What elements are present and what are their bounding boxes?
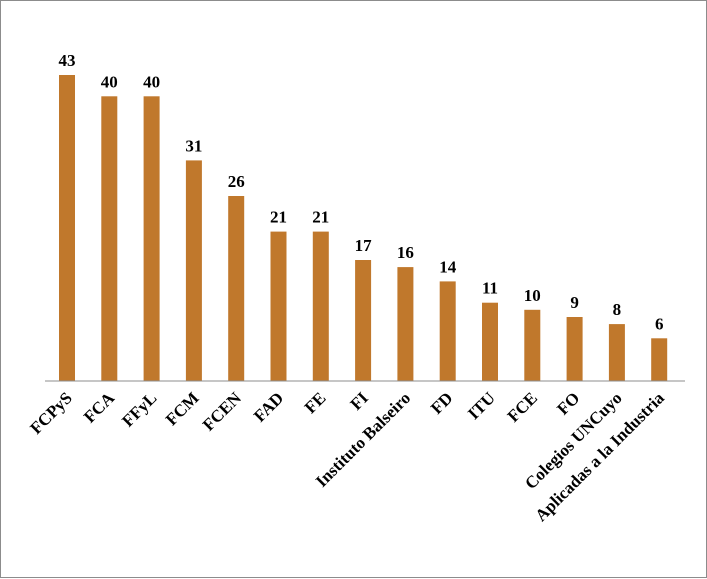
category-label-7: FE [301, 388, 330, 417]
bar-8 [355, 260, 372, 381]
bar-10 [439, 281, 456, 381]
value-label-6: 21 [270, 208, 287, 227]
value-label-11: 11 [482, 279, 498, 298]
bar-2 [101, 96, 118, 382]
category-label-10: FD [427, 388, 456, 417]
value-label-9: 16 [397, 243, 414, 262]
value-label-5: 26 [228, 172, 245, 191]
value-label-8: 17 [355, 236, 373, 255]
category-label-5: FCEN [199, 388, 246, 435]
category-label-2: FCA [80, 388, 119, 427]
bar-4 [185, 160, 202, 381]
value-label-12: 10 [524, 286, 541, 305]
bars-group [59, 75, 668, 382]
category-label-1: FCPyS [26, 388, 75, 437]
category-label-11: ITU [464, 388, 499, 423]
category-label-13: FO [553, 388, 583, 418]
value-label-1: 43 [59, 51, 76, 70]
category-label-12: FCE [504, 388, 541, 425]
bar-13 [566, 317, 583, 381]
bar-5 [228, 196, 245, 381]
bar-7 [312, 231, 329, 381]
bar-6 [270, 231, 287, 381]
value-label-15: 6 [655, 314, 664, 333]
bar-15 [651, 338, 668, 381]
value-label-10: 14 [439, 257, 457, 276]
bar-3 [143, 96, 160, 382]
bar-9 [397, 267, 414, 381]
category-label-6: FAD [250, 388, 287, 425]
category-label-8: FI [346, 388, 372, 414]
value-labels-group: 43 40 40 31 26 21 21 17 16 14 11 10 9 8 6 [59, 51, 664, 333]
category-label-4: FCM [162, 388, 203, 429]
value-label-2: 40 [101, 72, 118, 91]
category-label-3: FFyL [118, 388, 160, 430]
bar-1 [59, 75, 75, 381]
bar-14 [608, 324, 625, 381]
bar-12 [524, 309, 541, 381]
value-label-3: 40 [143, 72, 160, 91]
value-label-14: 8 [613, 300, 622, 319]
bar-11 [482, 302, 498, 381]
value-label-13: 9 [570, 293, 579, 312]
value-label-4: 31 [185, 136, 202, 155]
value-label-7: 21 [312, 208, 329, 227]
